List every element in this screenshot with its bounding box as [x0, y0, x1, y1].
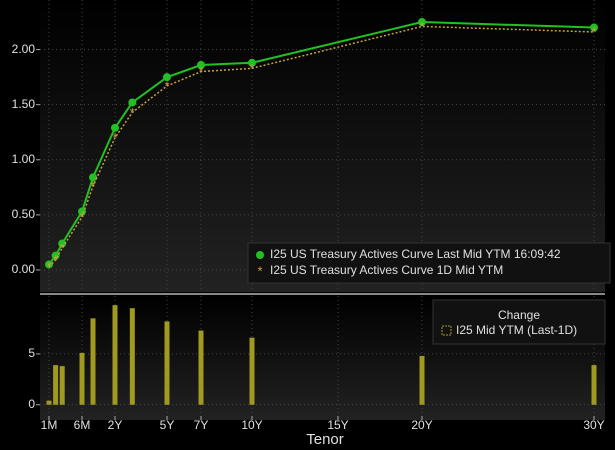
point-marker: [111, 123, 119, 132]
point-marker: [128, 98, 137, 107]
point-marker: *: [130, 105, 135, 120]
x-axis-title: Tenor: [306, 431, 344, 448]
point-marker: [418, 18, 426, 27]
point-marker: [248, 58, 256, 67]
point-marker: [58, 239, 67, 248]
point-marker: *: [419, 19, 424, 34]
point-marker: *: [79, 210, 84, 225]
point-marker: *: [249, 61, 254, 76]
legend-title: Change: [498, 308, 540, 322]
bar: [129, 308, 135, 405]
x-tick-label: 30Y: [583, 418, 604, 432]
bar: [198, 330, 204, 405]
y-tick-label: 5: [28, 346, 35, 360]
bar: [591, 365, 597, 405]
x-tick-label: 7Y: [194, 418, 209, 432]
x-tick-label: 10Y: [241, 418, 262, 432]
bar: [59, 366, 65, 405]
bar: [419, 355, 425, 405]
bar: [53, 365, 59, 405]
bar: [46, 400, 52, 405]
bar: [79, 352, 85, 405]
point-marker: *: [164, 78, 169, 93]
point-marker: *: [60, 240, 65, 255]
point-marker: *: [591, 24, 596, 39]
point-marker: [78, 207, 86, 216]
point-marker: *: [112, 130, 117, 145]
point-marker: [89, 173, 97, 182]
legend-swatch: [441, 325, 452, 336]
x-tick-label: 1M: [41, 418, 58, 432]
x-tick-label: 2Y: [108, 418, 123, 432]
y-tick-label: 0.00: [12, 262, 36, 276]
legend-box: [247, 242, 611, 284]
x-tick-label: 20Y: [411, 418, 432, 432]
legend-label: I25 Mid YTM (Last-1D): [456, 323, 577, 337]
point-marker: [197, 61, 205, 70]
y-tick-label: 0.50: [12, 207, 36, 221]
point-marker: *: [90, 179, 95, 194]
legend-label: I25 US Treasury Actives Curve Last Mid Y…: [270, 247, 561, 261]
x-tick-label: 5Y: [160, 418, 175, 432]
bar: [164, 321, 170, 405]
bar: [249, 337, 255, 405]
legend: I25 US Treasury Actives Curve Last Mid Y…: [247, 242, 611, 284]
legend-swatch: [256, 251, 264, 259]
y-tick-label: 1.00: [12, 152, 36, 166]
point-marker: *: [46, 259, 51, 274]
point-marker: [45, 260, 53, 269]
bar: [90, 318, 96, 405]
point-marker: *: [198, 64, 203, 79]
series-line: [48, 25, 595, 268]
x-tick-label: 15Y: [327, 418, 348, 432]
point-marker: [163, 73, 171, 82]
legend-swatch: *: [257, 263, 262, 278]
point-marker: *: [53, 252, 58, 267]
legend-box: [432, 299, 606, 345]
legend-label: I25 US Treasury Actives Curve 1D Mid YTM: [270, 263, 503, 277]
y-tick-label: 0: [28, 397, 35, 411]
y-tick-label: 2.00: [12, 42, 36, 56]
x-tick-label: 6M: [74, 418, 91, 432]
y-tick-label: 1.50: [12, 97, 36, 111]
point-marker: [590, 23, 598, 32]
bar: [112, 305, 118, 405]
